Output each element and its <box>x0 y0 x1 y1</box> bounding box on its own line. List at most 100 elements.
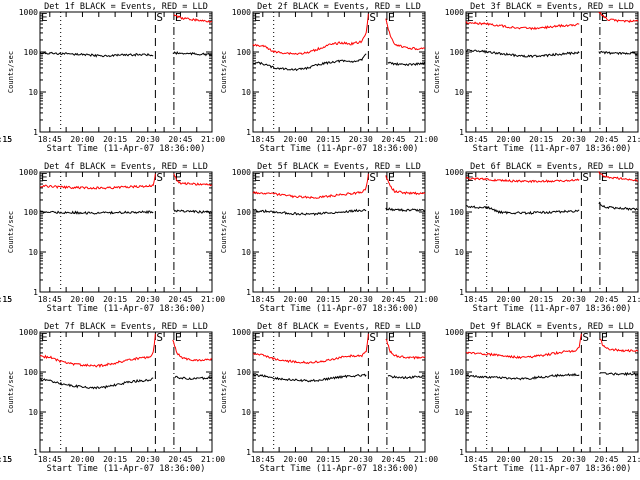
marker-label-s: S <box>369 171 376 184</box>
x-tick-label: 18:45 <box>464 135 488 144</box>
lld-series-segment <box>465 333 582 359</box>
detector-panel-2: Det 2f BLACK = Events, RED = LLD 1 10 100 10… <box>0 2 438 154</box>
marker-label-e-left: E <box>467 11 474 24</box>
x-tick-label: 18:45 <box>251 295 275 304</box>
y-tick-label: 10 <box>28 248 38 257</box>
detector-panel-3: Det 3f BLACK = Events, RED = LLD 1 10 100 10… <box>0 2 640 154</box>
y-tick-label: 1000 <box>445 328 464 337</box>
x-tick-label: 21:15 <box>0 295 12 304</box>
x-tick-label: 21:15 <box>0 135 12 144</box>
marker-label-e-left: E <box>41 171 48 184</box>
x-axis-label: Start Time (11-Apr-07 18:36:00) <box>47 304 206 314</box>
marker-label-s: S <box>582 331 589 344</box>
panel-title: Det 8f BLACK = Events, RED = LLD <box>257 322 421 332</box>
marker-label-e: E <box>175 331 182 344</box>
x-axis-label: Start Time (11-Apr-07 18:36:00) <box>473 304 632 314</box>
plot-frame <box>465 171 639 293</box>
lld-series-segment <box>39 333 156 368</box>
y-tick-label: 1 <box>459 128 464 137</box>
y-tick-label: 1 <box>246 288 251 297</box>
events-series-segment <box>252 373 367 383</box>
y-tick-label: 1000 <box>445 168 464 177</box>
y-tick-label: 1000 <box>232 328 251 337</box>
x-tick-label: 21:15 <box>0 135 12 144</box>
marker-label-s: S <box>369 331 376 344</box>
lld-series-segment <box>598 11 639 24</box>
y-tick-label: 10 <box>241 88 251 97</box>
events-series-segment <box>465 48 580 59</box>
y-axis-label: Counts/sec <box>433 211 441 253</box>
events-series-segment <box>39 51 154 58</box>
y-tick-label: 100 <box>24 208 39 217</box>
marker-label-e-left: E <box>254 171 261 184</box>
x-tick-label: 21:15 <box>0 295 12 304</box>
marker-label-s: S <box>582 171 589 184</box>
x-tick-label: 21:15 <box>0 295 12 304</box>
y-tick-label: 1 <box>33 288 38 297</box>
marker-label-e-left: E <box>254 331 261 344</box>
events-series-segment <box>173 209 212 215</box>
events-series-segment <box>598 201 639 211</box>
x-tick-label: 20:15 <box>529 295 553 304</box>
panel-title: Det 9f BLACK = Events, RED = LLD <box>470 322 634 332</box>
x-tick-label: 20:45 <box>594 455 618 464</box>
y-axis-label: Counts/sec <box>433 51 441 93</box>
marker-label-s: S <box>582 11 589 24</box>
events-series-segment <box>465 205 580 215</box>
detector-panel-9: Det 9f BLACK = Events, RED = LLD 1 10 100 10… <box>0 322 640 474</box>
y-tick-label: 10 <box>454 248 464 257</box>
plot-frame <box>252 331 426 453</box>
lld-series-segment <box>252 173 369 199</box>
events-series-segment <box>387 374 426 380</box>
y-tick-label: 1000 <box>19 328 38 337</box>
x-tick-label: 20:45 <box>168 295 192 304</box>
x-tick-label: 20:45 <box>381 295 405 304</box>
lld-series-segment <box>599 338 639 353</box>
panel-title: Det 3f BLACK = Events, RED = LLD <box>470 2 634 12</box>
x-axis-label: Start Time (11-Apr-07 18:36:00) <box>473 464 632 474</box>
panel-title: Det 1f BLACK = Events, RED = LLD <box>44 2 208 12</box>
lld-series-segment <box>252 13 369 56</box>
plot-frame <box>252 11 426 133</box>
marker-label-e: E <box>388 331 395 344</box>
marker-label-e-left: E <box>467 171 474 184</box>
x-tick-label: 21:00 <box>414 455 438 464</box>
x-tick-label: 20:00 <box>70 135 94 144</box>
panel-title: Det 6f BLACK = Events, RED = LLD <box>470 162 634 172</box>
y-tick-label: 1 <box>459 288 464 297</box>
y-tick-label: 10 <box>28 408 38 417</box>
lld-series-segment <box>252 333 369 365</box>
marker-label-e-left: E <box>41 331 48 344</box>
x-tick-label: 20:45 <box>168 135 192 144</box>
x-tick-label: 20:30 <box>349 295 373 304</box>
x-tick-label: 21:00 <box>414 295 438 304</box>
x-tick-label: 21:00 <box>627 295 640 304</box>
x-axis-label: Start Time (11-Apr-07 18:36:00) <box>473 144 632 154</box>
marker-label-s: S <box>156 171 163 184</box>
x-axis-label: Start Time (11-Apr-07 18:36:00) <box>260 464 419 474</box>
x-tick-label: 20:00 <box>496 135 520 144</box>
marker-label-e: E <box>388 171 395 184</box>
panel-title: Det 4f BLACK = Events, RED = LLD <box>44 162 208 172</box>
lld-series-segment <box>172 339 213 362</box>
x-tick-label: 18:45 <box>464 295 488 304</box>
y-tick-label: 1 <box>246 128 251 137</box>
x-tick-label: 20:30 <box>136 455 160 464</box>
x-tick-label: 20:15 <box>316 455 340 464</box>
panel-title: Det 5f BLACK = Events, RED = LLD <box>257 162 421 172</box>
plot-frame <box>465 11 639 133</box>
lld-series-segment <box>173 173 213 187</box>
lld-series-segment <box>385 338 426 360</box>
y-tick-label: 100 <box>24 368 39 377</box>
x-tick-label: 20:15 <box>529 455 553 464</box>
x-tick-label: 20:15 <box>103 295 127 304</box>
x-axis-label: Start Time (11-Apr-07 18:36:00) <box>260 304 419 314</box>
marker-label-s: S <box>369 11 376 24</box>
x-tick-label: 20:15 <box>103 455 127 464</box>
x-axis-label: Start Time (11-Apr-07 18:36:00) <box>260 144 419 154</box>
x-tick-label: 20:45 <box>381 455 405 464</box>
y-tick-label: 10 <box>241 248 251 257</box>
y-tick-label: 1000 <box>232 8 251 17</box>
x-tick-label: 20:45 <box>594 135 618 144</box>
